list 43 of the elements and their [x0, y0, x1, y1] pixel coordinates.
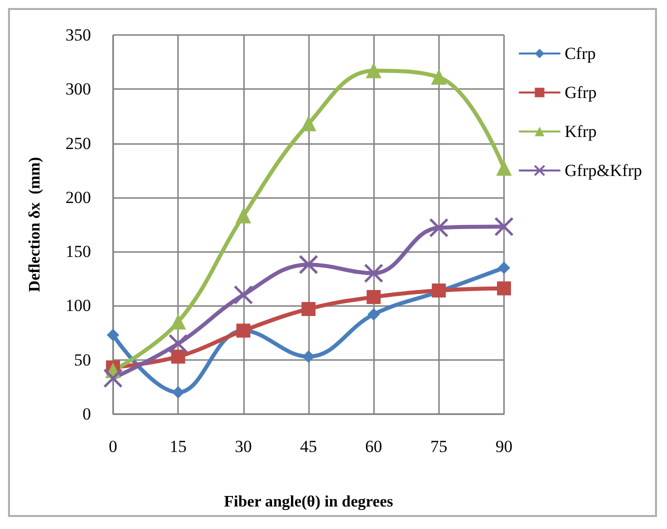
point: [234, 285, 254, 305]
point: [368, 308, 380, 320]
y-axis-title: Deflection δx (mm): [26, 157, 44, 292]
x-tick-label: 60: [365, 437, 382, 456]
point: [431, 70, 446, 85]
point: [496, 160, 512, 176]
x-axis-title: Fiber angle(θ) in degrees: [224, 494, 394, 510]
point: [103, 368, 123, 388]
point: [170, 314, 186, 330]
y-tick-label: 300: [66, 80, 91, 99]
point: [498, 262, 510, 274]
point: [364, 263, 384, 283]
y-tick-label: 250: [66, 134, 91, 153]
x-tick-label: 90: [496, 437, 512, 456]
point: [298, 254, 318, 274]
x-tick-label: 0: [108, 437, 118, 456]
point: [429, 218, 449, 238]
legend-label: Gfrp&Kfrp: [564, 161, 642, 180]
legend-label: Cfrp: [564, 44, 596, 63]
point: [171, 350, 186, 364]
point: [302, 350, 314, 363]
point: [366, 290, 381, 304]
point: [301, 116, 316, 132]
y-tick-label: 350: [66, 26, 91, 44]
point: [494, 216, 514, 236]
point: [236, 208, 251, 224]
y-tick-label: 100: [66, 296, 91, 316]
y-tick-label: 150: [66, 242, 91, 262]
point: [168, 334, 188, 354]
point: [302, 302, 316, 316]
x-tick-label: 45: [300, 437, 317, 456]
point: [366, 63, 382, 78]
y-tick-label: 0: [82, 404, 91, 424]
point: [172, 386, 184, 398]
point: [497, 281, 511, 296]
x-tick-label: 30: [234, 437, 252, 456]
point: [107, 328, 119, 341]
y-tick-label: 200: [66, 188, 91, 207]
x-tick-label: 75: [430, 437, 448, 456]
legend-label: Gfrp: [564, 83, 597, 102]
legend-label: Kfrp: [564, 122, 597, 141]
y-tick-label: 50: [74, 350, 91, 370]
x-tick-label: 15: [170, 437, 187, 456]
